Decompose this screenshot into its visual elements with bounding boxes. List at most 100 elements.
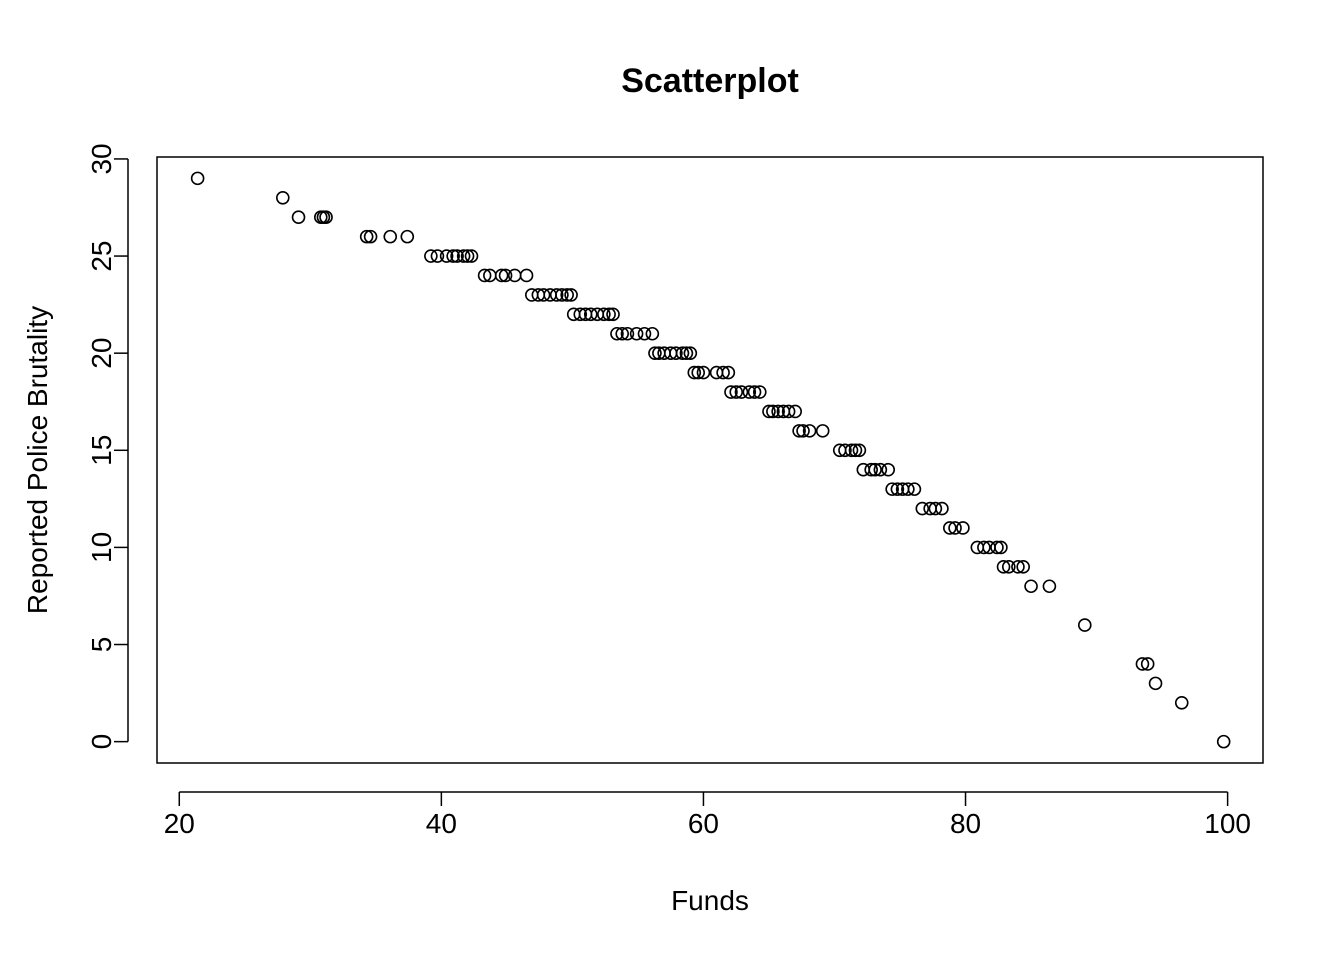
data-point xyxy=(319,210,333,225)
data-point xyxy=(560,288,574,302)
data-point xyxy=(602,307,616,322)
data-point xyxy=(464,249,479,263)
data-point xyxy=(276,190,290,205)
data-point xyxy=(734,385,749,399)
data-point xyxy=(583,307,598,322)
data-point xyxy=(956,521,970,535)
data-points xyxy=(190,171,1231,749)
data-point xyxy=(519,268,534,283)
data-point xyxy=(620,326,635,341)
data-point xyxy=(555,288,569,302)
y-tick-label: 30 xyxy=(86,143,117,174)
data-point xyxy=(844,443,859,458)
data-point xyxy=(1148,676,1163,691)
data-point xyxy=(996,560,1011,574)
data-point xyxy=(629,326,644,341)
data-point xyxy=(536,288,551,302)
data-point xyxy=(363,229,378,244)
data-point xyxy=(721,365,736,380)
data-point xyxy=(645,326,660,341)
data-point xyxy=(990,540,1004,555)
data-point xyxy=(885,482,899,496)
data-point xyxy=(477,268,492,283)
y-axis: 0 5 10 15 20 25 30 xyxy=(86,143,129,750)
data-point xyxy=(792,424,806,438)
x-tick-label: 100 xyxy=(1204,808,1251,839)
x-tick-label: 20 xyxy=(164,808,195,839)
data-point xyxy=(606,307,620,322)
data-point xyxy=(838,443,852,458)
data-point xyxy=(868,462,882,477)
y-tick-label: 15 xyxy=(86,435,117,466)
data-point xyxy=(696,365,711,380)
data-point xyxy=(687,365,702,380)
plot-frame xyxy=(156,156,1264,764)
data-point xyxy=(675,346,690,360)
data-point xyxy=(935,501,949,516)
data-point xyxy=(456,249,471,263)
x-tick-label: 80 xyxy=(950,808,981,839)
y-tick-label: 5 xyxy=(86,637,117,653)
data-point xyxy=(848,443,863,458)
y-tick-label: 25 xyxy=(86,240,117,271)
data-point xyxy=(1135,657,1150,671)
data-point xyxy=(669,346,683,360)
data-point xyxy=(1042,579,1057,594)
data-point xyxy=(1016,560,1030,574)
data-point xyxy=(724,385,738,399)
data-point xyxy=(494,268,509,283)
data-point xyxy=(815,424,830,438)
data-point xyxy=(994,540,1008,555)
x-tick-label: 40 xyxy=(426,808,457,839)
data-point xyxy=(691,365,706,380)
data-point xyxy=(190,171,205,186)
data-point xyxy=(316,210,331,225)
y-tick-label: 20 xyxy=(86,338,117,369)
chart-title: Scatterplot xyxy=(621,62,799,100)
data-point xyxy=(881,462,896,477)
data-point xyxy=(873,462,888,477)
data-point xyxy=(1216,734,1231,749)
data-point xyxy=(747,385,762,399)
data-point xyxy=(359,229,374,244)
data-point xyxy=(864,462,878,477)
data-point xyxy=(450,249,464,263)
data-point xyxy=(907,482,922,496)
data-point xyxy=(573,307,588,322)
data-point xyxy=(802,424,817,438)
data-point xyxy=(549,288,564,302)
data-point xyxy=(439,249,454,263)
data-point xyxy=(1140,657,1155,671)
data-point xyxy=(683,346,698,360)
x-tick-label: 60 xyxy=(688,808,719,839)
data-point xyxy=(597,307,611,322)
data-point xyxy=(430,249,445,263)
data-point xyxy=(928,501,943,516)
data-point xyxy=(424,249,438,263)
data-point xyxy=(716,365,730,380)
data-point xyxy=(915,501,930,516)
data-point xyxy=(948,521,962,535)
data-point xyxy=(781,404,796,419)
data-point xyxy=(771,404,785,419)
data-point xyxy=(615,326,630,341)
data-point xyxy=(648,346,662,360)
data-point xyxy=(977,540,991,555)
x-axis-label: Funds xyxy=(671,885,749,916)
data-point xyxy=(901,482,915,496)
data-point xyxy=(291,210,306,225)
data-point xyxy=(943,521,957,535)
data-point xyxy=(796,424,810,438)
data-point xyxy=(1001,560,1016,574)
data-point xyxy=(890,482,905,496)
data-point xyxy=(460,249,475,263)
y-tick-label: 10 xyxy=(86,532,117,563)
data-point xyxy=(564,288,578,302)
data-point xyxy=(729,385,744,399)
data-point xyxy=(1077,618,1092,632)
y-tick-label: 0 xyxy=(86,734,117,750)
data-point xyxy=(1174,695,1189,710)
data-point xyxy=(752,385,767,399)
data-point xyxy=(742,385,757,399)
